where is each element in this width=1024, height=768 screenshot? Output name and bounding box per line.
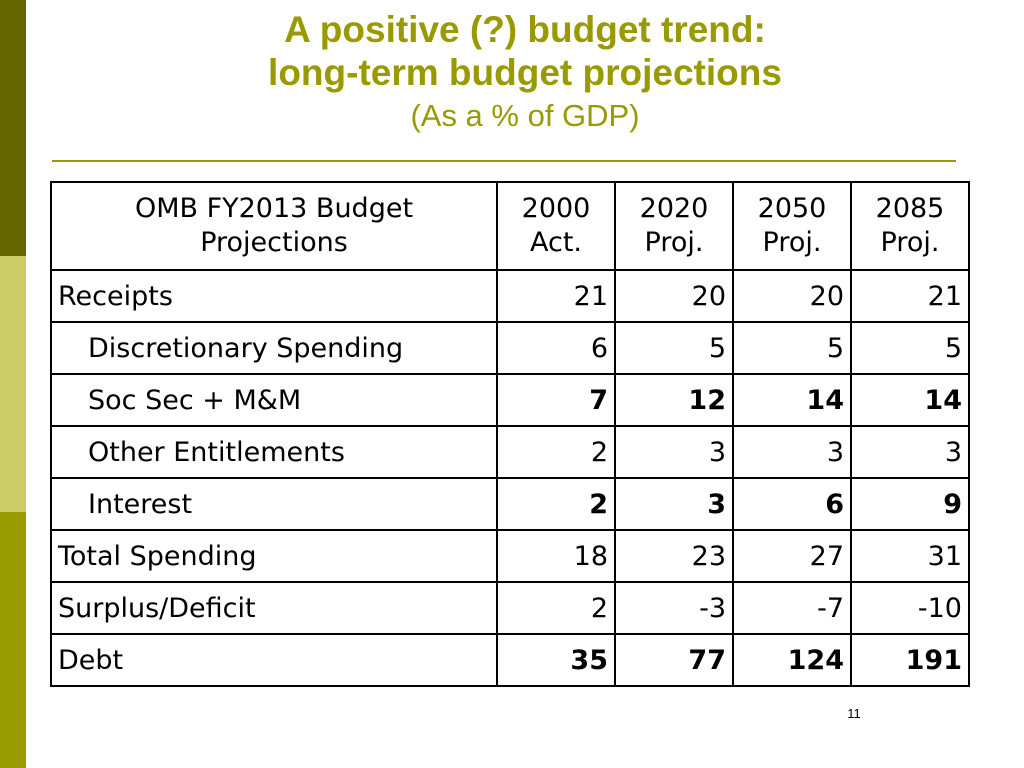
cell-2020: 23 bbox=[614, 529, 734, 583]
table-header-row: OMB FY2013 Budget Projections 2000 Act. … bbox=[50, 181, 970, 271]
table-row-interest: Interest 2 3 6 9 bbox=[50, 477, 970, 531]
row-label: Interest bbox=[50, 477, 498, 531]
cell-2085: 14 bbox=[850, 373, 970, 427]
side-accent-bar bbox=[0, 0, 26, 768]
row-label: Surplus/Deficit bbox=[50, 581, 498, 635]
header-year: 2085 bbox=[875, 193, 945, 224]
row-label: Discretionary Spending bbox=[50, 321, 498, 375]
page-number: 11 bbox=[847, 706, 861, 721]
cell-2000: 21 bbox=[496, 269, 616, 323]
side-bar-segment-mid bbox=[0, 512, 26, 768]
table-row-receipts: Receipts 21 20 20 21 bbox=[50, 269, 970, 323]
table-row-soc-sec: Soc Sec + M&M 7 12 14 14 bbox=[50, 373, 970, 427]
cell-2085: 9 bbox=[850, 477, 970, 531]
table-row-discretionary-spending: Discretionary Spending 6 5 5 5 bbox=[50, 321, 970, 375]
header-year-2000: 2000 Act. bbox=[496, 181, 616, 271]
cell-2020: 3 bbox=[614, 425, 734, 479]
cell-2000: 18 bbox=[496, 529, 616, 583]
header-year-2085: 2085 Proj. bbox=[850, 181, 970, 271]
cell-2000: 2 bbox=[496, 477, 616, 531]
table-row-total-spending: Total Spending 18 23 27 31 bbox=[50, 529, 970, 583]
table-row-surplus-deficit: Surplus/Deficit 2 -3 -7 -10 bbox=[50, 581, 970, 635]
row-label: Debt bbox=[50, 633, 498, 687]
table-row-debt: Debt 35 77 124 191 bbox=[50, 633, 970, 687]
row-label: Total Spending bbox=[50, 529, 498, 583]
header-year: 2000 bbox=[521, 193, 591, 224]
cell-2020: 5 bbox=[614, 321, 734, 375]
header-kind: Act. bbox=[529, 227, 582, 258]
cell-2020: -3 bbox=[614, 581, 734, 635]
cell-2050: 3 bbox=[732, 425, 852, 479]
cell-2000: 2 bbox=[496, 425, 616, 479]
cell-2050: 14 bbox=[732, 373, 852, 427]
header-kind: Proj. bbox=[644, 227, 704, 258]
header-label-line-1: OMB FY2013 Budget bbox=[134, 193, 414, 224]
row-label: Receipts bbox=[50, 269, 498, 323]
cell-2050: 5 bbox=[732, 321, 852, 375]
header-label-line-2: Projections bbox=[200, 227, 348, 258]
cell-2000: 7 bbox=[496, 373, 616, 427]
cell-2050: -7 bbox=[732, 581, 852, 635]
cell-2000: 2 bbox=[496, 581, 616, 635]
table-row-other-entitlements: Other Entitlements 2 3 3 3 bbox=[50, 425, 970, 479]
cell-2050: 20 bbox=[732, 269, 852, 323]
cell-2050: 124 bbox=[732, 633, 852, 687]
slide-title: A positive (?) budget trend: long-term b… bbox=[26, 8, 1024, 136]
header-year: 2020 bbox=[639, 193, 709, 224]
cell-2085: -10 bbox=[850, 581, 970, 635]
cell-2000: 6 bbox=[496, 321, 616, 375]
title-line-1: A positive (?) budget trend: bbox=[284, 9, 766, 50]
cell-2085: 31 bbox=[850, 529, 970, 583]
title-divider bbox=[52, 160, 956, 162]
cell-2020: 3 bbox=[614, 477, 734, 531]
cell-2020: 77 bbox=[614, 633, 734, 687]
title-line-2: long-term budget projections bbox=[268, 52, 782, 93]
header-label-cell: OMB FY2013 Budget Projections bbox=[50, 181, 498, 271]
cell-2050: 27 bbox=[732, 529, 852, 583]
cell-2085: 191 bbox=[850, 633, 970, 687]
cell-2085: 3 bbox=[850, 425, 970, 479]
cell-2000: 35 bbox=[496, 633, 616, 687]
budget-projections-table: OMB FY2013 Budget Projections 2000 Act. … bbox=[50, 181, 970, 687]
side-bar-segment-light bbox=[0, 256, 26, 512]
cell-2085: 5 bbox=[850, 321, 970, 375]
row-label: Soc Sec + M&M bbox=[50, 373, 498, 427]
cell-2020: 20 bbox=[614, 269, 734, 323]
header-year-2050: 2050 Proj. bbox=[732, 181, 852, 271]
header-year: 2050 bbox=[757, 193, 827, 224]
side-bar-segment-dark bbox=[0, 0, 26, 256]
header-year-2020: 2020 Proj. bbox=[614, 181, 734, 271]
cell-2050: 6 bbox=[732, 477, 852, 531]
row-label: Other Entitlements bbox=[50, 425, 498, 479]
cell-2085: 21 bbox=[850, 269, 970, 323]
header-kind: Proj. bbox=[880, 227, 940, 258]
slide-subtitle: (As a % of GDP) bbox=[410, 98, 640, 133]
header-kind: Proj. bbox=[762, 227, 822, 258]
cell-2020: 12 bbox=[614, 373, 734, 427]
